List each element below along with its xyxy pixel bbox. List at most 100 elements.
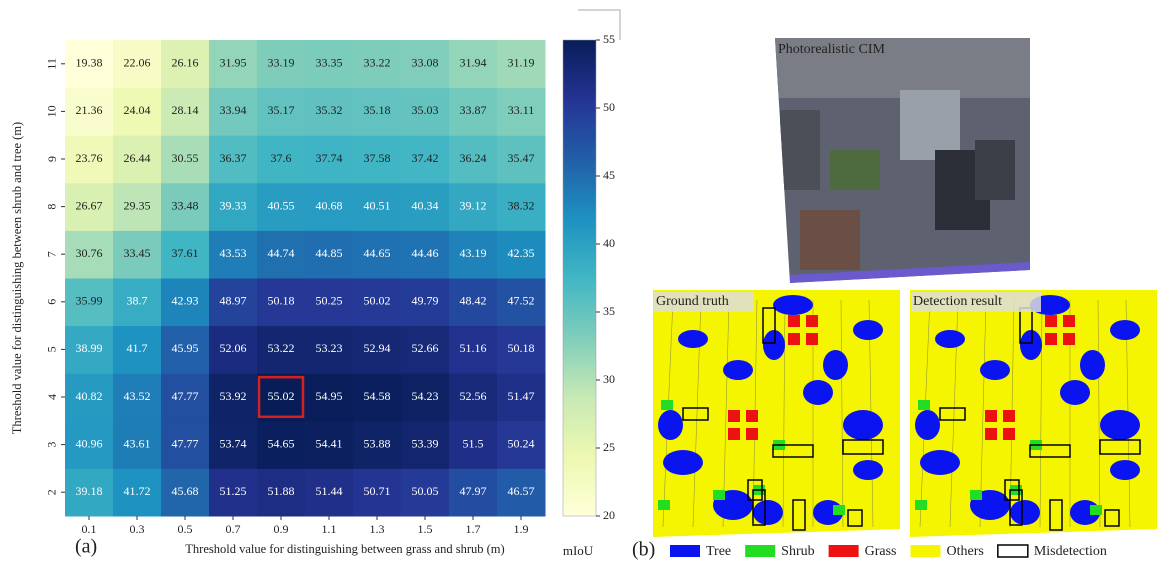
legend-label: Others <box>947 544 984 559</box>
cell-label: 46.57 <box>508 484 535 498</box>
tree-region <box>1020 330 1042 360</box>
x-tick-label: 0.7 <box>226 522 241 536</box>
colorbar-tick-label: 30 <box>603 372 615 386</box>
cell-label: 50.71 <box>364 484 391 498</box>
cell-label: 50.18 <box>508 341 535 355</box>
cell-label: 30.76 <box>76 246 103 260</box>
cross <box>1045 327 1075 333</box>
tree-region <box>773 295 813 315</box>
tree-region <box>1110 320 1140 340</box>
cell-label: 43.19 <box>460 246 487 260</box>
x-tick-label: 1.1 <box>322 522 337 536</box>
tree-region <box>763 330 785 360</box>
cell-label: 38.7 <box>127 294 148 308</box>
x-tick-label: 1.7 <box>466 522 481 536</box>
cell-label: 44.46 <box>412 246 439 260</box>
x-tick-label: 1.9 <box>514 522 529 536</box>
cell-label: 31.94 <box>460 56 487 70</box>
cell-label: 50.18 <box>268 294 295 308</box>
cell-label: 53.92 <box>220 389 247 403</box>
cell-label: 33.19 <box>268 56 295 70</box>
cell-label: 50.02 <box>364 294 391 308</box>
cell-label: 22.06 <box>124 56 151 70</box>
cell-label: 45.95 <box>172 341 199 355</box>
figure: (a) Threshold value for distinguishing b… <box>0 0 1160 564</box>
colorbar-tick-label: 50 <box>603 100 615 114</box>
cell-label: 33.35 <box>316 56 343 70</box>
cell-label: 19.38 <box>76 56 103 70</box>
legend-label: Grass <box>865 544 897 559</box>
tree-region <box>678 330 708 348</box>
y-tick-label: 11 <box>45 58 59 70</box>
cell-label: 33.94 <box>220 103 247 117</box>
cell-label: 33.87 <box>460 103 487 117</box>
colorbar <box>563 40 596 516</box>
legend-label: Tree <box>706 544 731 559</box>
cell-label: 33.11 <box>508 103 535 117</box>
cell-label: 49.79 <box>412 294 439 308</box>
cell-label: 51.44 <box>316 484 343 498</box>
legend-label: Shrub <box>781 544 814 559</box>
x-tick-label: 0.1 <box>82 522 97 536</box>
cell-label: 40.96 <box>76 436 103 450</box>
colorbar-tick-label: 55 <box>603 32 615 46</box>
y-tick-label: 4 <box>45 394 59 400</box>
cell-label: 42.35 <box>508 246 535 260</box>
cell-label: 48.42 <box>460 294 487 308</box>
cell-label: 38.99 <box>76 341 103 355</box>
cell-label: 37.61 <box>172 246 199 260</box>
colorbar-tick-label: 25 <box>603 440 615 454</box>
cell-label: 26.67 <box>76 198 103 212</box>
cross <box>728 422 758 428</box>
legend-swatch <box>670 545 700 557</box>
cell-label: 40.82 <box>76 389 103 403</box>
y-tick-label: 3 <box>45 442 59 448</box>
tree-region <box>823 350 848 380</box>
cell-label: 31.95 <box>220 56 247 70</box>
tree-region <box>920 450 960 475</box>
cell-label: 47.97 <box>460 484 487 498</box>
tree-region <box>935 330 965 348</box>
y-axis-title: Threshold value for distinguishing betwe… <box>10 122 24 434</box>
cell-label: 54.95 <box>316 389 343 403</box>
tree-region <box>1060 380 1090 405</box>
cell-label: 47.77 <box>172 436 199 450</box>
cell-label: 35.17 <box>268 103 295 117</box>
cell-label: 41.7 <box>127 341 148 355</box>
cell-label: 55.02 <box>268 389 295 403</box>
panel-label: (a) <box>75 536 97 558</box>
colorbar-tick-label: 40 <box>603 236 615 250</box>
cell-label: 51.88 <box>268 484 295 498</box>
y-tick-label: 10 <box>45 105 59 117</box>
cell-label: 30.55 <box>172 151 199 165</box>
y-tick-label: 8 <box>45 204 59 210</box>
tree-region <box>663 450 703 475</box>
cell-label: 35.47 <box>508 151 535 165</box>
cross <box>985 422 1015 428</box>
cell-label: 35.99 <box>76 294 103 308</box>
cell-label: 54.58 <box>364 389 391 403</box>
y-tick-label: 7 <box>45 251 59 257</box>
x-tick-label: 0.9 <box>274 522 289 536</box>
cell-label: 54.65 <box>268 436 295 450</box>
shrub-region <box>658 500 670 510</box>
cell-label: 51.47 <box>508 389 535 403</box>
cell-label: 47.52 <box>508 294 535 308</box>
shrub-region <box>1090 505 1102 515</box>
cell-label: 50.05 <box>412 484 439 498</box>
cell-label: 33.08 <box>412 56 439 70</box>
cell-label: 33.48 <box>172 198 199 212</box>
cell-label: 37.58 <box>364 151 391 165</box>
cell-label: 37.42 <box>412 151 439 165</box>
tree-region <box>853 460 883 480</box>
shrub-region <box>833 505 845 515</box>
cell-label: 44.65 <box>364 246 391 260</box>
cell-label: 29.35 <box>124 198 151 212</box>
cell-label: 50.25 <box>316 294 343 308</box>
y-tick-label: 6 <box>45 299 59 305</box>
legend-label: Misdetection <box>1034 544 1107 559</box>
shrub-region <box>918 400 930 410</box>
colorbar-tick-label: 35 <box>603 304 615 318</box>
cell-label: 41.72 <box>124 484 151 498</box>
cell-label: 38.32 <box>508 198 535 212</box>
